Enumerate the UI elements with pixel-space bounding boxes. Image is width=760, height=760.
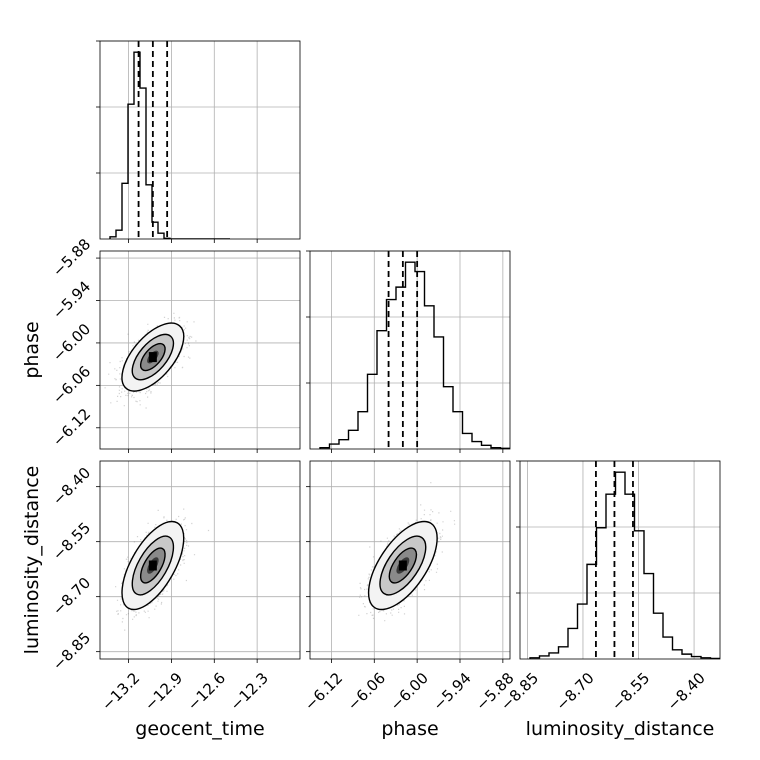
- x-tick-label-geocent_time: −12.3: [227, 669, 272, 714]
- panel-frame: [99, 250, 301, 450]
- y-tick-label-luminosity_distance: −8.40: [49, 464, 94, 509]
- panel-frame: [519, 460, 721, 660]
- x-tick-label-phase: −6.00: [387, 669, 432, 714]
- x-tick-label-geocent_time: −12.6: [184, 669, 229, 714]
- hist-panel-geocent_time: [96, 40, 301, 243]
- x-tick-label-luminosity_distance: −8.55: [608, 669, 653, 714]
- y-axis-label-phase: phase: [21, 321, 43, 378]
- y-axis-label-luminosity_distance: luminosity_distance: [21, 466, 43, 655]
- y-tick-label-luminosity_distance: −8.70: [49, 574, 94, 619]
- x-tick-label-luminosity_distance: −8.40: [664, 669, 709, 714]
- hist-bars: [319, 261, 510, 449]
- x-tick-label-geocent_time: −12.9: [141, 669, 186, 714]
- panel-content: [100, 461, 300, 659]
- scatter-panel-geocent_time-phase: [96, 250, 301, 453]
- density-peak: [148, 352, 157, 363]
- y-tick-label-phase: −6.00: [49, 320, 94, 365]
- density-peak: [398, 560, 407, 571]
- x-tick-label-phase: −6.12: [301, 669, 346, 714]
- x-tick-label-phase: −6.06: [344, 669, 389, 714]
- scatter-panel-geocent_time-luminosity_distance: [96, 460, 301, 663]
- x-axis-label-geocent_time: geocent_time: [135, 718, 264, 740]
- x-tick-label-luminosity_distance: −8.70: [552, 669, 597, 714]
- hist-panel-luminosity_distance: [516, 460, 721, 660]
- density-peak: [148, 560, 157, 571]
- x-tick-label-phase: −5.94: [430, 669, 475, 714]
- panel-frame: [309, 250, 511, 450]
- x-axis-label-luminosity_distance: luminosity_distance: [526, 718, 715, 740]
- hist-panel-phase: [306, 250, 511, 453]
- y-tick-label-luminosity_distance: −8.85: [49, 629, 94, 674]
- x-axis-label-phase: phase: [381, 718, 438, 740]
- panel-frame: [309, 460, 511, 660]
- panel-frame: [99, 40, 301, 240]
- x-tick-label-geocent_time: −13.2: [98, 669, 143, 714]
- y-tick-label-luminosity_distance: −8.55: [49, 519, 94, 564]
- panel-content: [100, 251, 300, 449]
- y-tick-label-phase: −6.12: [49, 405, 94, 450]
- y-tick-label-phase: −5.94: [49, 278, 94, 323]
- panel-content: [310, 461, 510, 659]
- hist-bars: [109, 51, 230, 239]
- y-tick-label-phase: −6.06: [49, 362, 94, 407]
- y-tick-label-phase: −5.88: [49, 235, 94, 280]
- hist-bars: [529, 471, 720, 659]
- panel-frame: [99, 460, 301, 660]
- scatter-panel-phase-luminosity_distance: [306, 460, 511, 663]
